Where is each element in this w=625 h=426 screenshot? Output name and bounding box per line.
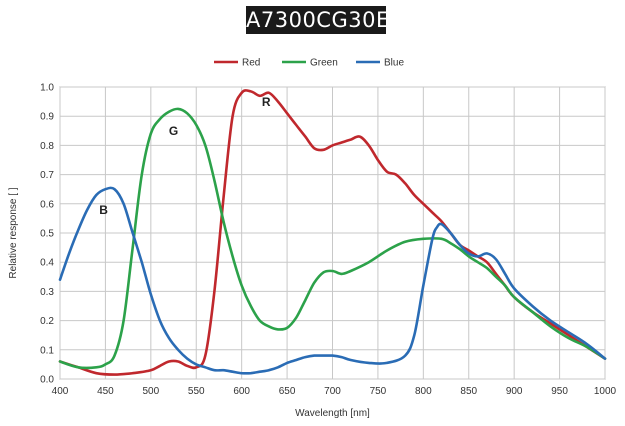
x-tick-label: 700 bbox=[324, 386, 341, 397]
series-group bbox=[58, 89, 607, 376]
y-tick-label: 0.2 bbox=[40, 316, 54, 327]
y-tick-label: 0.7 bbox=[40, 170, 54, 181]
x-tick-label: 550 bbox=[188, 386, 205, 397]
curve-labels: R G B bbox=[99, 95, 271, 217]
curve-label-blue: B bbox=[99, 203, 108, 217]
x-tick-labels: 400 450 500 550 600 650 700 750 800 850 900 950 1000 bbox=[52, 386, 617, 397]
legend-label-green: Green bbox=[310, 58, 338, 69]
series-line-blue bbox=[58, 186, 607, 375]
legend-label-red: Red bbox=[242, 58, 260, 69]
x-tick-label: 1000 bbox=[594, 386, 617, 397]
series-line-red bbox=[58, 89, 607, 376]
y-tick-label: 0.9 bbox=[40, 112, 54, 123]
x-tick-label: 650 bbox=[279, 386, 296, 397]
x-tick-label: 500 bbox=[142, 386, 159, 397]
x-tick-label: 950 bbox=[551, 386, 568, 397]
x-tick-label: 600 bbox=[233, 386, 250, 397]
chart-title: A7300CG30E bbox=[246, 6, 390, 34]
y-tick-label: 0.0 bbox=[40, 375, 54, 386]
x-tick-label: 850 bbox=[460, 386, 477, 397]
curve-label-red: R bbox=[262, 95, 271, 109]
legend: Red Green Blue bbox=[214, 58, 404, 69]
curve-label-green: G bbox=[169, 124, 178, 138]
x-tick-label: 400 bbox=[52, 386, 69, 397]
y-tick-labels: 0.0 0.1 0.2 0.3 0.4 0.5 0.6 0.7 0.8 0.9 1.0 bbox=[40, 83, 54, 386]
y-tick-label: 0.1 bbox=[40, 345, 54, 356]
y-tick-label: 0.6 bbox=[40, 199, 54, 210]
series-line-green bbox=[58, 107, 607, 370]
grid bbox=[59, 86, 606, 380]
y-tick-label: 1.0 bbox=[40, 83, 54, 94]
legend-label-blue: Blue bbox=[384, 58, 404, 69]
x-tick-label: 450 bbox=[97, 386, 114, 397]
x-axis-label: Wavelength [nm] bbox=[295, 408, 370, 419]
x-tick-label: 900 bbox=[506, 386, 523, 397]
y-axis-label: Relative response [ ] bbox=[8, 187, 19, 278]
y-tick-label: 0.8 bbox=[40, 141, 54, 152]
y-tick-label: 0.3 bbox=[40, 287, 54, 298]
x-tick-label: 750 bbox=[370, 386, 387, 397]
x-tick-label: 800 bbox=[415, 386, 432, 397]
y-tick-label: 0.5 bbox=[40, 229, 54, 240]
y-tick-label: 0.4 bbox=[40, 258, 54, 269]
